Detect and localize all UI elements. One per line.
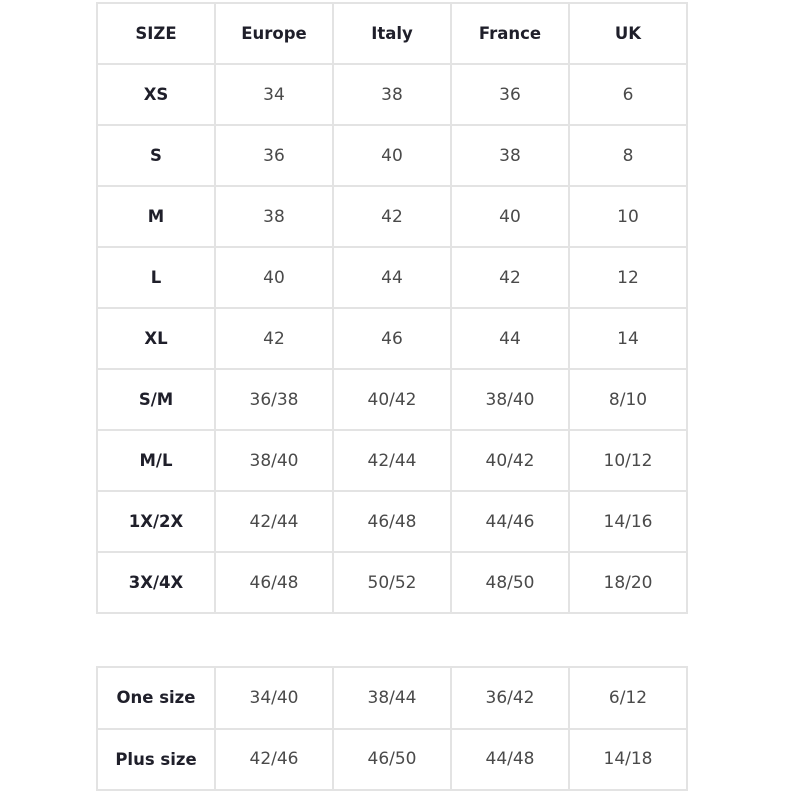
size-value-cell: 42/46 <box>214 727 334 791</box>
size-label-cell: XS <box>96 63 216 126</box>
size-label-cell: Plus size <box>96 727 216 791</box>
size-value-cell: 46/48 <box>332 490 452 553</box>
size-value-cell: 46 <box>332 307 452 370</box>
size-label-cell: 3X/4X <box>96 551 216 614</box>
size-value-cell: 34/40 <box>214 666 334 730</box>
column-header: SIZE <box>96 2 216 65</box>
size-label-cell: XL <box>96 307 216 370</box>
column-header: UK <box>568 2 688 65</box>
size-value-cell: 6 <box>568 63 688 126</box>
table-row: 1X/2X 42/44 46/48 44/46 14/16 <box>96 490 688 553</box>
size-label-cell: M <box>96 185 216 248</box>
size-value-cell: 50/52 <box>332 551 452 614</box>
size-value-cell: 8 <box>568 124 688 187</box>
table-row: L 40 44 42 12 <box>96 246 688 309</box>
size-value-cell: 14/18 <box>568 727 688 791</box>
header-row: SIZE Europe Italy France UK <box>96 2 688 65</box>
column-header: France <box>450 2 570 65</box>
size-label-cell: One size <box>96 666 216 730</box>
size-value-cell: 44/48 <box>450 727 570 791</box>
size-label-cell: M/L <box>96 429 216 492</box>
special-size-table: One size 34/40 38/44 36/42 6/12 Plus size 42/4… <box>96 666 688 791</box>
table-row: XS 34 38 36 6 <box>96 63 688 126</box>
size-value-cell: 38/40 <box>214 429 334 492</box>
table-row: One size 34/40 38/44 36/42 6/12 <box>96 666 688 730</box>
size-value-cell: 34 <box>214 63 334 126</box>
table-row: 3X/4X 46/48 50/52 48/50 18/20 <box>96 551 688 614</box>
size-value-cell: 40/42 <box>450 429 570 492</box>
size-value-cell: 38 <box>450 124 570 187</box>
size-value-cell: 14/16 <box>568 490 688 553</box>
size-value-cell: 40 <box>450 185 570 248</box>
size-value-cell: 40/42 <box>332 368 452 431</box>
size-value-cell: 10/12 <box>568 429 688 492</box>
size-value-cell: 36/38 <box>214 368 334 431</box>
size-value-cell: 44/46 <box>450 490 570 553</box>
table-row: XL 42 46 44 14 <box>96 307 688 370</box>
size-value-cell: 44 <box>332 246 452 309</box>
size-value-cell: 38 <box>332 63 452 126</box>
table-row: M 38 42 40 10 <box>96 185 688 248</box>
size-conversion-table: SIZE Europe Italy France UK XS 34 38 36 6 S 36 40 38 8… <box>96 2 688 614</box>
size-value-cell: 46/50 <box>332 727 452 791</box>
size-value-cell: 40 <box>214 246 334 309</box>
size-value-cell: 6/12 <box>568 666 688 730</box>
size-value-cell: 42/44 <box>214 490 334 553</box>
size-value-cell: 42 <box>332 185 452 248</box>
column-header: Italy <box>332 2 452 65</box>
size-value-cell: 18/20 <box>568 551 688 614</box>
size-value-cell: 42 <box>450 246 570 309</box>
table-row: M/L 38/40 42/44 40/42 10/12 <box>96 429 688 492</box>
size-value-cell: 42/44 <box>332 429 452 492</box>
size-value-cell: 42 <box>214 307 334 370</box>
size-value-cell: 40 <box>332 124 452 187</box>
table-row: S/M 36/38 40/42 38/40 8/10 <box>96 368 688 431</box>
size-value-cell: 14 <box>568 307 688 370</box>
size-value-cell: 36/42 <box>450 666 570 730</box>
size-value-cell: 48/50 <box>450 551 570 614</box>
size-value-cell: 46/48 <box>214 551 334 614</box>
size-value-cell: 36 <box>450 63 570 126</box>
size-value-cell: 10 <box>568 185 688 248</box>
column-header: Europe <box>214 2 334 65</box>
size-label-cell: S <box>96 124 216 187</box>
size-value-cell: 12 <box>568 246 688 309</box>
size-label-cell: S/M <box>96 368 216 431</box>
size-label-cell: L <box>96 246 216 309</box>
size-value-cell: 36 <box>214 124 334 187</box>
size-label-cell: 1X/2X <box>96 490 216 553</box>
size-value-cell: 44 <box>450 307 570 370</box>
table-row: Plus size 42/46 46/50 44/48 14/18 <box>96 727 688 791</box>
size-value-cell: 38/44 <box>332 666 452 730</box>
table-row: S 36 40 38 8 <box>96 124 688 187</box>
size-value-cell: 8/10 <box>568 368 688 431</box>
size-value-cell: 38 <box>214 185 334 248</box>
size-value-cell: 38/40 <box>450 368 570 431</box>
